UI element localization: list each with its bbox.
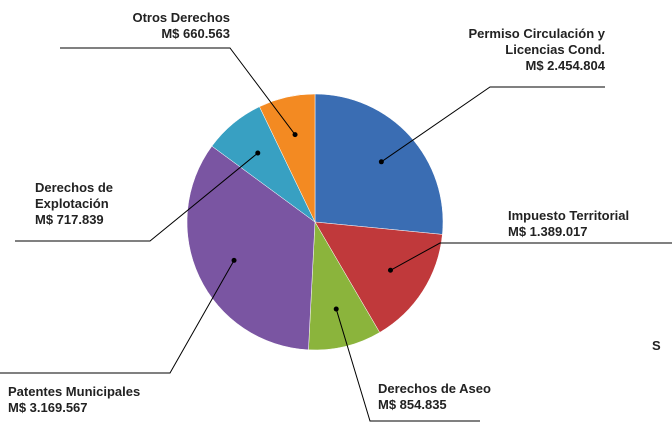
annotation: S <box>652 338 661 353</box>
data-label: Patentes Municipales M$ 3.169.567 <box>8 384 208 416</box>
category-label: Impuesto Territorial <box>508 208 630 223</box>
pie-slice <box>314 93 444 235</box>
pie-slice <box>186 145 316 351</box>
leader-line <box>15 152 259 242</box>
value-label: M$ 854.835 <box>378 397 447 412</box>
pie-slice <box>259 93 316 223</box>
leader-line <box>390 242 672 271</box>
leader-line <box>381 86 605 163</box>
data-label: Derechos de Explotación M$ 717.839 <box>35 180 145 228</box>
category-label: Otros Derechos <box>132 10 230 25</box>
leader-dot <box>387 267 393 273</box>
leader-dot <box>231 257 237 263</box>
leader-line <box>60 47 296 135</box>
value-label: M$ 2.454.804 <box>525 58 605 73</box>
leader-dot <box>378 159 384 165</box>
data-label: Otros Derechos M$ 660.563 <box>40 10 230 42</box>
value-label: M$ 660.563 <box>161 26 230 41</box>
leader-line <box>0 260 235 374</box>
leader-dot <box>333 306 339 312</box>
value-label: M$ 1.389.017 <box>508 224 588 239</box>
category-label: Derechos de Aseo <box>378 381 491 396</box>
leader-dot <box>255 150 261 156</box>
data-label: Permiso Circulación y Licencias Cond. M$ … <box>420 26 605 74</box>
leader-dot <box>292 132 298 138</box>
category-label: Permiso Circulación y Licencias Cond. <box>468 26 605 57</box>
data-label: Derechos de Aseo M$ 854.835 <box>378 381 558 413</box>
category-label: Derechos de Explotación <box>35 180 114 211</box>
value-label: M$ 3.169.567 <box>8 400 88 415</box>
leader-line <box>335 308 480 422</box>
data-label: Impuesto Territorial M$ 1.389.017 <box>508 208 672 240</box>
pie-slice <box>314 221 443 333</box>
category-label: Patentes Municipales <box>8 384 141 399</box>
value-label: M$ 717.839 <box>35 212 104 227</box>
